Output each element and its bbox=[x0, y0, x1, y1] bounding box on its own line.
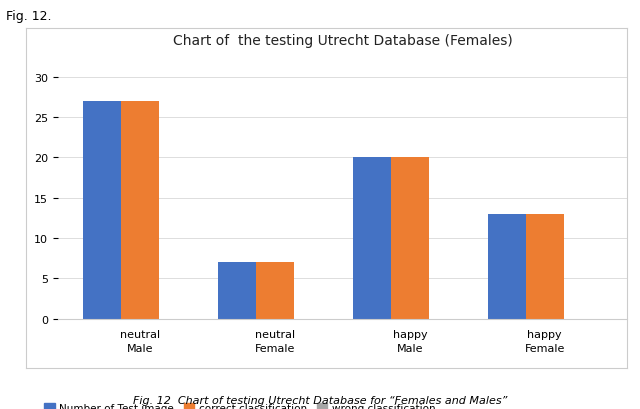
Bar bbox=[526, 214, 564, 319]
Bar bbox=[121, 101, 159, 319]
Text: Fig. 12.: Fig. 12. bbox=[6, 10, 52, 23]
Bar bbox=[353, 158, 391, 319]
Legend: Number of Test image, correct classification, wrong classification: Number of Test image, correct classifica… bbox=[40, 399, 440, 409]
Title: Chart of  the testing Utrecht Database (Females): Chart of the testing Utrecht Database (F… bbox=[173, 34, 512, 48]
Bar bbox=[83, 101, 121, 319]
Bar bbox=[218, 263, 256, 319]
Bar bbox=[488, 214, 526, 319]
Bar bbox=[256, 263, 294, 319]
Text: Fig. 12  Chart of testing Utrecht Database for “Females and Males”: Fig. 12 Chart of testing Utrecht Databas… bbox=[133, 395, 507, 405]
Bar bbox=[391, 158, 429, 319]
